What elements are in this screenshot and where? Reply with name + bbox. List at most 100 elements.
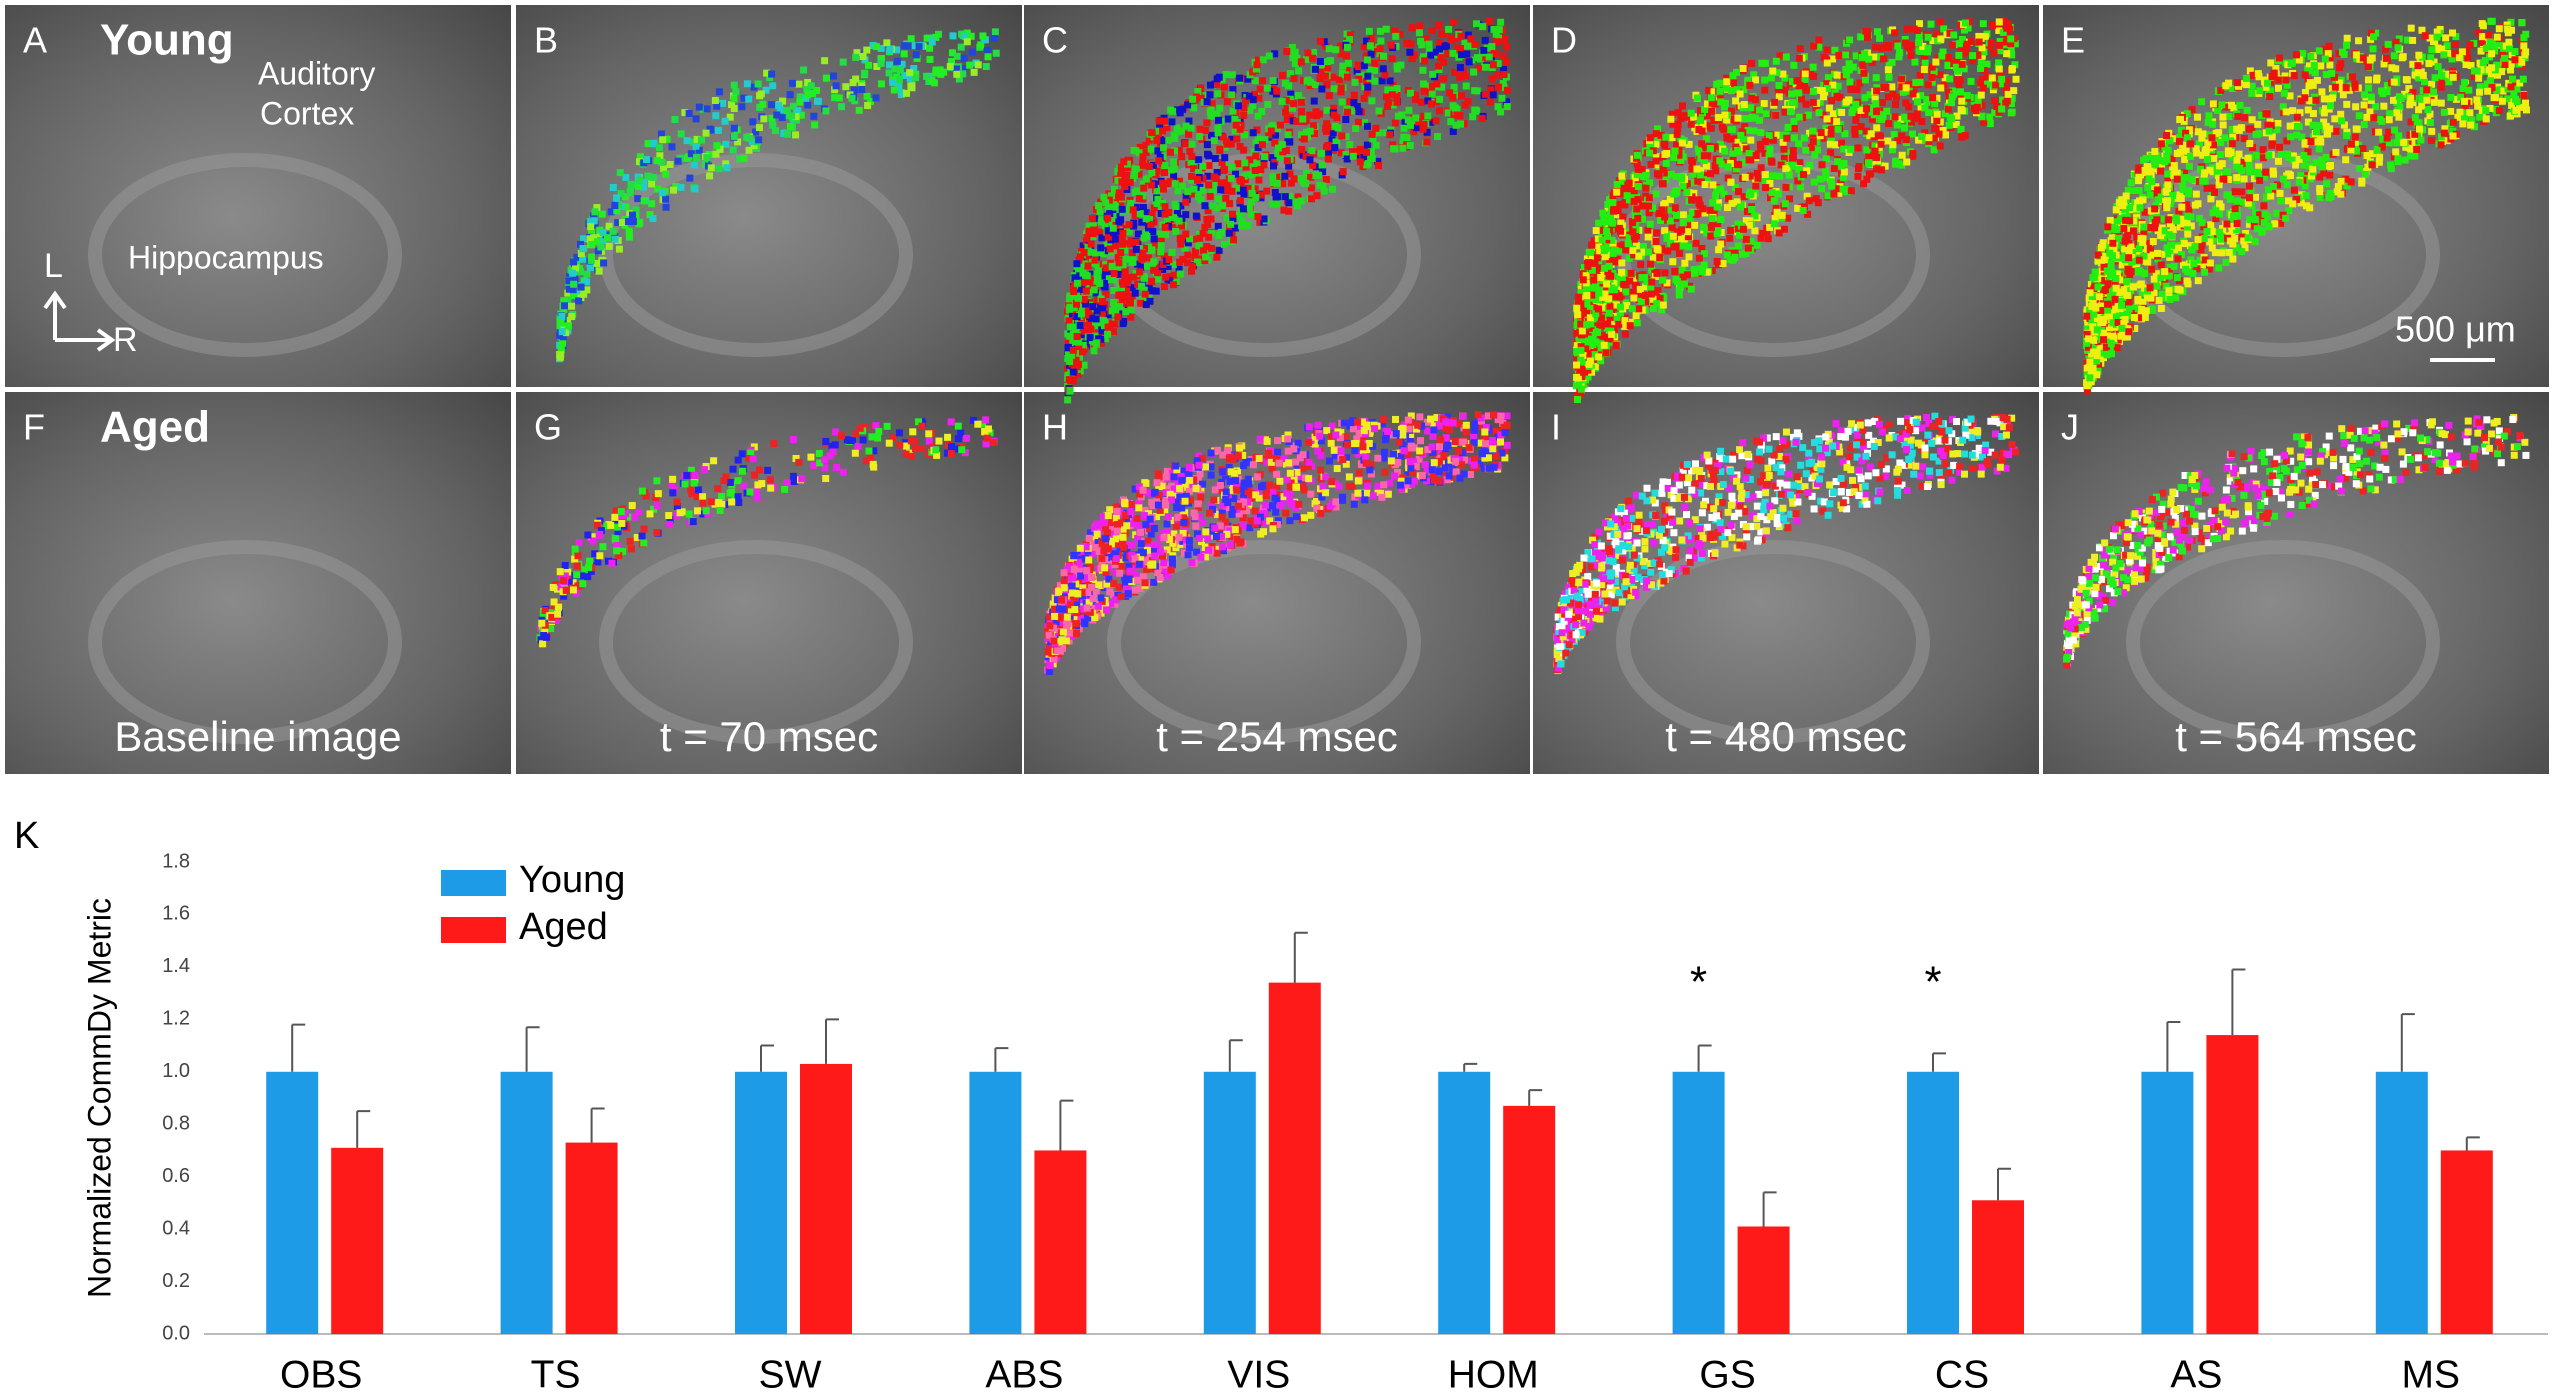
activity-pixel (1776, 172, 1784, 180)
activity-pixel (1427, 118, 1435, 126)
activity-pixel (2478, 39, 2486, 47)
activity-pixel (1871, 142, 1879, 150)
activity-pixel (891, 65, 899, 73)
activity-pixel (657, 130, 665, 138)
activity-pixel (1438, 83, 1446, 91)
activity-pixel (1636, 285, 1644, 293)
activity-pixel (711, 97, 719, 105)
activity-pixel (729, 146, 737, 154)
activity-pixel (1703, 176, 1711, 184)
activity-pixel (1097, 248, 1105, 256)
activity-pixel (1858, 54, 1866, 62)
activity-pixel (1374, 157, 1382, 165)
activity-pixel (1632, 242, 1640, 250)
activity-pixel (1237, 197, 1245, 205)
activity-pixel (1360, 62, 1368, 70)
activity-pixel (1142, 141, 1150, 149)
activity-pixel (1271, 188, 1279, 196)
activity-pixel (1859, 61, 1867, 69)
activity-pixel (1497, 108, 1505, 116)
activity-pixel (1452, 121, 1460, 129)
activity-pixel (1582, 372, 1590, 380)
activity-pixel (926, 44, 934, 52)
activity-pixel (1150, 266, 1158, 274)
activity-pixel (1633, 171, 1641, 179)
activity-pixel (1359, 163, 1367, 171)
activity-pixel (1069, 338, 1077, 346)
activity-pixel (1728, 87, 1736, 95)
activity-pixel (1868, 115, 1876, 123)
activity-pixel (703, 105, 711, 113)
activity-pixel (1100, 279, 1108, 287)
activity-pixel (1119, 244, 1127, 252)
activity-pixel (2141, 208, 2149, 216)
activity-pixel (1077, 310, 1085, 318)
activity-pixel (573, 253, 581, 261)
activity-pixel (1714, 114, 1722, 122)
activity-pixel (778, 114, 786, 122)
activity-pixel (1868, 58, 1876, 66)
activity-pixel (594, 247, 602, 255)
activity-pixel (1102, 199, 1110, 207)
activity-pixel (1740, 86, 1748, 94)
activity-pixel (1889, 141, 1897, 149)
activity-pixel (1155, 117, 1163, 125)
activity-pixel (1360, 119, 1368, 127)
activity-pixel (1122, 304, 1130, 312)
activity-pixel (1621, 330, 1629, 338)
activity-pixel (1329, 73, 1337, 81)
activity-pixel (1165, 209, 1173, 217)
activity-pixel (590, 217, 598, 225)
activity-pixel (2342, 175, 2350, 183)
activity-pixel (1084, 329, 1092, 337)
activity-pixel (625, 233, 633, 241)
activity-pixel (1634, 165, 1642, 173)
activity-pixel (1993, 102, 2001, 110)
activity-pixel (1161, 223, 1169, 231)
activity-pixel (813, 97, 821, 105)
activity-pixel (863, 46, 871, 54)
activity-pixel (1406, 48, 1414, 56)
activity-pixel (1710, 210, 1718, 218)
activity-pixel (1592, 227, 1600, 235)
activity-pixel (2456, 108, 2464, 116)
activity-pixel (1085, 222, 1093, 230)
activity-pixel (1338, 69, 1346, 77)
activity-pixel (1239, 186, 1247, 194)
activity-pixel (1307, 184, 1315, 192)
activity-pixel (1294, 92, 1302, 100)
activity-pixel (1126, 178, 1134, 186)
activity-pixel (1826, 140, 1834, 148)
activity-pixel (1487, 86, 1495, 94)
activity-pixel (1244, 221, 1252, 229)
activity-pixel (1449, 93, 1457, 101)
activity-pixel (2099, 280, 2107, 288)
activity-pixel (1829, 110, 1837, 118)
activity-pixel (1710, 88, 1718, 96)
activity-pixel (1393, 62, 1401, 70)
activity-pixel (966, 61, 974, 69)
activity-pixel (1602, 333, 1610, 341)
activity-pixel (908, 81, 916, 89)
activity-pixel (559, 339, 567, 347)
activity-pixel (1739, 65, 1747, 73)
activity-pixel (1969, 57, 1977, 65)
activity-pixel (1360, 43, 1368, 51)
activity-pixel (1299, 115, 1307, 123)
activity-pixel (1696, 171, 1704, 179)
activity-pixel (1110, 185, 1118, 193)
activity-pixel (1824, 74, 1832, 82)
activity-pixel (1278, 140, 1286, 148)
activity-pixel (1090, 226, 1098, 234)
activity-pixel (611, 235, 619, 243)
activity-pixel (1597, 273, 1605, 281)
activity-pixel (1675, 250, 1683, 258)
panel-letter: H (1042, 407, 1068, 448)
activity-pixel (1873, 107, 1881, 115)
activity-pixel (1675, 291, 1683, 299)
activity-pixel (1218, 77, 1226, 85)
activity-pixel (639, 183, 647, 191)
activity-pixel (1181, 244, 1189, 252)
activity-pixel (2369, 45, 2377, 53)
activity-pixel (1601, 218, 1609, 226)
